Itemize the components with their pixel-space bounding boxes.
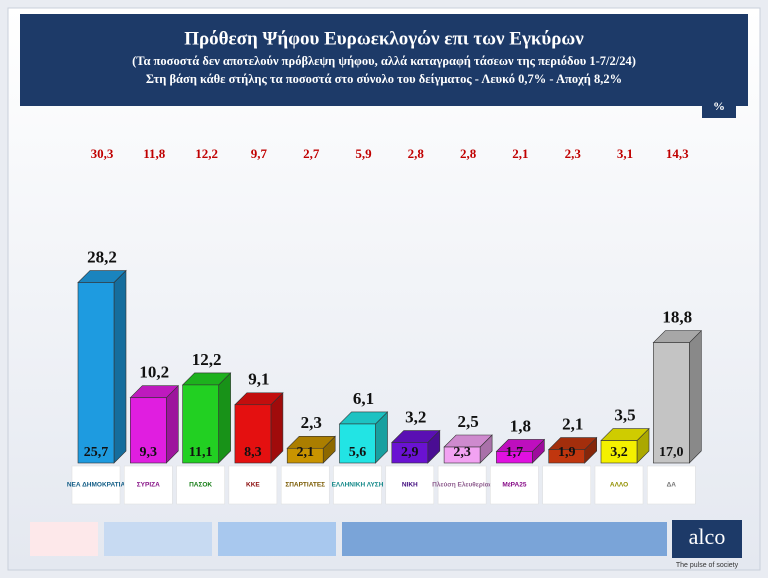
category-label: ΝΙΚΗ bbox=[402, 482, 418, 489]
bar bbox=[391, 442, 429, 464]
value-label: 10,2 bbox=[139, 363, 169, 382]
party-logo bbox=[647, 465, 696, 505]
party-logo bbox=[333, 465, 382, 505]
category-label: ΚΚΕ bbox=[246, 482, 260, 489]
previous-label: 2,8 bbox=[460, 146, 477, 161]
category-label: ΣΥΡΙΖΑ bbox=[137, 482, 160, 489]
previous-label: 12,2 bbox=[195, 146, 218, 161]
value-label: 2,5 bbox=[457, 412, 478, 431]
party-logo bbox=[176, 465, 225, 505]
chart-subtitle: (Τα ποσοστά δεν αποτελούν πρόβλεψη ψήφου… bbox=[132, 54, 636, 68]
party-logo bbox=[437, 465, 487, 505]
footer-block bbox=[30, 522, 98, 556]
party-logo bbox=[385, 465, 435, 505]
value-label: 2,1 bbox=[562, 414, 583, 433]
previous-label: 11,8 bbox=[143, 146, 166, 161]
previous-label: 2,3 bbox=[565, 146, 582, 161]
bar bbox=[234, 404, 272, 464]
base-label: 25,7 bbox=[84, 445, 109, 460]
party-logo bbox=[542, 465, 591, 505]
base-label: 2,3 bbox=[453, 445, 471, 460]
base-label: 2,9 bbox=[401, 445, 419, 460]
previous-label: 14,3 bbox=[666, 146, 689, 161]
bar bbox=[130, 397, 167, 464]
bar bbox=[286, 447, 324, 464]
category-label: ΔΑ bbox=[667, 482, 677, 489]
base-label: 11,1 bbox=[189, 445, 213, 460]
previous-label: 30,3 bbox=[91, 146, 114, 161]
category-label: ΣΠΑΡΤΙΑΤΕΣ bbox=[285, 482, 325, 489]
bar-side bbox=[166, 384, 179, 464]
brand-box bbox=[672, 520, 742, 558]
party-logo bbox=[280, 465, 330, 505]
category-label: ΝΕΑ ΔΗΜΟΚΡΑΤΙΑ bbox=[67, 482, 126, 489]
value-label: 3,5 bbox=[614, 406, 635, 425]
value-label: 6,1 bbox=[353, 389, 374, 408]
bar bbox=[496, 451, 533, 464]
party-logo bbox=[594, 465, 644, 505]
base-label: 1,7 bbox=[506, 445, 524, 460]
category-label: ΠΑΣΟΚ bbox=[189, 482, 212, 489]
footer-block bbox=[104, 522, 212, 556]
previous-label: 9,7 bbox=[251, 146, 268, 161]
previous-label: 3,1 bbox=[617, 146, 633, 161]
footer-block bbox=[342, 522, 667, 556]
value-label: 2,3 bbox=[301, 413, 322, 432]
tagline: The pulse of society bbox=[676, 562, 739, 569]
bar-side bbox=[113, 269, 127, 464]
base-label: 5,6 bbox=[349, 445, 367, 460]
bar-side bbox=[688, 329, 702, 464]
base-label: 1,9 bbox=[558, 445, 576, 460]
chart-note: Στη βάση κάθε στήλης τα ποσοστά στο σύνο… bbox=[146, 72, 622, 86]
base-label: 3,2 bbox=[610, 445, 628, 460]
unit-label: % bbox=[713, 99, 725, 113]
party-logo bbox=[228, 465, 278, 505]
footer-block bbox=[218, 522, 336, 556]
bar bbox=[652, 342, 690, 464]
base-label: 17,0 bbox=[659, 445, 684, 460]
value-label: 12,2 bbox=[192, 350, 222, 369]
value-label: 9,1 bbox=[248, 370, 269, 389]
header bbox=[20, 14, 748, 106]
unit-badge bbox=[702, 96, 736, 118]
bar bbox=[548, 449, 586, 464]
party-logo bbox=[124, 465, 173, 505]
previous-label: 2,1 bbox=[512, 146, 528, 161]
previous-label: 2,8 bbox=[408, 146, 425, 161]
bar bbox=[443, 446, 481, 464]
value-label: 3,2 bbox=[405, 407, 426, 426]
base-label: 2,1 bbox=[296, 445, 314, 460]
brand: alco bbox=[689, 524, 726, 549]
value-label: 1,8 bbox=[510, 416, 531, 435]
base-label: 9,3 bbox=[140, 445, 158, 460]
category-label: ΑΛΛΟ bbox=[610, 482, 628, 489]
party-logo bbox=[71, 465, 121, 505]
bar bbox=[77, 282, 115, 464]
bar bbox=[600, 440, 638, 464]
bar-side bbox=[218, 372, 231, 464]
value-label: 18,8 bbox=[662, 308, 692, 327]
footer: alco The pulse of society bbox=[30, 520, 742, 569]
category-label: ΕΛΛΗΝΙΚΗ ΛΥΣΗ bbox=[332, 482, 384, 489]
chart-title: Πρόθεση Ψήφου Ευρωεκλογών επι των Εγκύρω… bbox=[184, 28, 584, 49]
previous-label: 2,7 bbox=[303, 146, 320, 161]
previous-label: 5,9 bbox=[355, 146, 372, 161]
value-label: 28,2 bbox=[87, 247, 117, 266]
category-label: Πλεύση Ελευθερίας bbox=[432, 481, 493, 489]
base-label: 8,3 bbox=[244, 445, 262, 460]
category-label: ΜέΡΑ25 bbox=[502, 482, 527, 489]
party-logo bbox=[490, 465, 539, 505]
bar bbox=[339, 423, 376, 464]
bar bbox=[182, 384, 219, 464]
